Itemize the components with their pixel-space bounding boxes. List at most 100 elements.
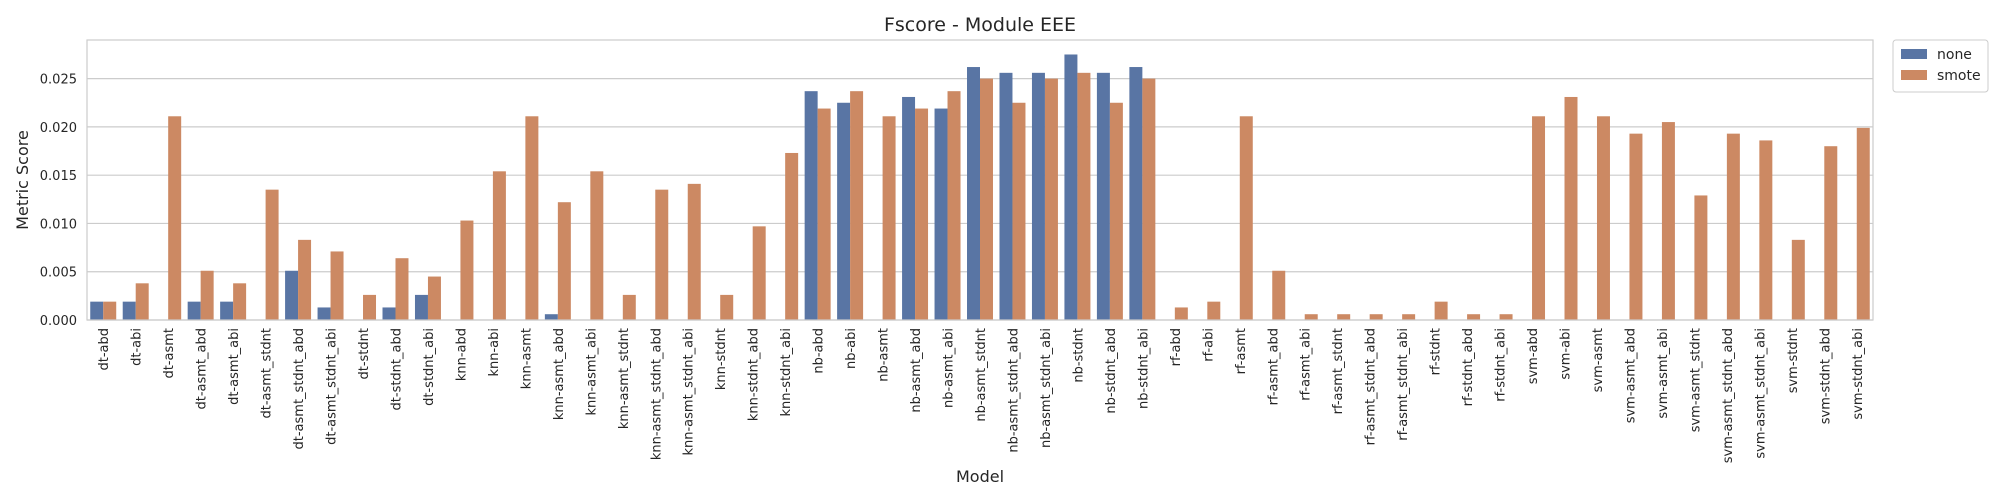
x-tick-label: svm-abi xyxy=(1559,328,1574,380)
bar-none xyxy=(999,72,1013,321)
bar-none xyxy=(804,91,818,320)
bar-none xyxy=(220,301,234,320)
y-tick-labels: 0.000 0.005 0.010 0.015 0.020 0.025 xyxy=(40,73,77,329)
x-tick-label: dt-abd xyxy=(97,328,112,371)
bar-smote xyxy=(752,226,766,320)
x-tick-label: knn-asmt_stdnt_abd xyxy=(649,328,664,460)
bar-smote xyxy=(363,294,377,320)
x-tick-label: svm-abd xyxy=(1526,328,1541,384)
bar-none xyxy=(902,96,916,320)
x-axis-label: Model xyxy=(956,467,1004,486)
x-tick-label: rf-asmt_abi xyxy=(1299,328,1314,401)
x-tick-label: rf-stdnt_abi xyxy=(1494,328,1509,402)
bar-none xyxy=(90,301,104,320)
bar-none xyxy=(285,270,299,320)
plot-frame xyxy=(86,39,1874,321)
x-tick-label: dt-abi xyxy=(130,328,145,366)
bar-smote xyxy=(785,152,799,320)
x-tick-label: nb-asmt_stdnt xyxy=(974,328,989,422)
x-tick-label: rf-asmt_stdnt_abi xyxy=(1396,328,1411,441)
bar-layer xyxy=(90,54,1870,321)
x-tick-label: nb-stdnt_abi xyxy=(1136,328,1151,409)
bar-none xyxy=(317,307,331,320)
x-tick-label: knn-asmt_stdnt_abi xyxy=(682,328,697,456)
bar-none xyxy=(1064,54,1078,320)
bar-smote xyxy=(817,108,831,320)
legend: none smote xyxy=(1892,39,1989,93)
x-tick-label: dt-stdnt_abd xyxy=(389,328,404,410)
legend-label-smote: smote xyxy=(1937,68,1981,84)
bar-smote xyxy=(427,276,441,320)
x-tick-label: dt-stdnt_abi xyxy=(422,328,437,406)
legend-label-none: none xyxy=(1937,47,1972,63)
x-tick-label: dt-asmt_stdnt_abd xyxy=(292,328,307,449)
bar-smote xyxy=(1402,314,1416,320)
bar-smote xyxy=(915,108,929,320)
bar-smote xyxy=(590,171,604,320)
bar-smote xyxy=(1759,140,1773,320)
bar-none xyxy=(544,314,558,320)
bar-smote xyxy=(1434,301,1448,320)
bar-smote xyxy=(1369,314,1383,320)
x-tick-label: nb-abi xyxy=(844,328,859,369)
x-tick-label: svm-asmt_stdnt xyxy=(1688,328,1703,432)
bar-smote xyxy=(298,239,312,320)
x-tick-label: rf-asmt_abd xyxy=(1266,328,1281,405)
bar-smote xyxy=(1791,239,1805,320)
bar-smote xyxy=(1304,314,1318,320)
x-tick-label: rf-abi xyxy=(1201,328,1216,362)
bar-smote xyxy=(265,189,279,320)
x-tick-label: knn-stdnt_abi xyxy=(779,328,794,417)
x-tick-label: rf-asmt_stdnt_abd xyxy=(1364,328,1379,445)
x-tick-labels: dt-abd dt-abi dt-asmt dt-asmt_abd dt-asmt_ab… xyxy=(97,328,1866,463)
bar-none xyxy=(122,301,136,320)
bar-smote xyxy=(1629,133,1643,320)
bar-smote xyxy=(655,189,669,320)
bar-smote xyxy=(720,294,734,320)
x-tick-label: knn-stdnt xyxy=(714,328,729,390)
x-tick-label: svm-stdnt_abi xyxy=(1851,328,1866,420)
bar-smote xyxy=(1044,78,1058,320)
bar-smote xyxy=(1856,127,1870,321)
x-tick-label: dt-asmt_stdnt xyxy=(260,328,275,419)
x-tick-label: knn-abi xyxy=(487,328,502,377)
bar-smote xyxy=(460,220,474,320)
bar-smote xyxy=(135,283,149,320)
x-tick-label: rf-stdnt xyxy=(1429,328,1444,375)
bar-smote xyxy=(1239,116,1253,320)
bar-none xyxy=(1129,67,1143,320)
bar-smote xyxy=(1499,314,1513,320)
y-tick-label: 0.020 xyxy=(40,121,77,136)
bar-smote xyxy=(1012,102,1026,320)
y-tick-label: 0.010 xyxy=(40,217,77,232)
bar-none xyxy=(837,102,851,320)
bar-smote xyxy=(1694,195,1708,320)
bar-smote xyxy=(103,301,117,320)
bar-smote xyxy=(1564,96,1578,320)
bar-smote xyxy=(1337,314,1351,320)
bar-none xyxy=(1031,72,1045,321)
x-tick-label: svm-stdnt xyxy=(1786,328,1801,393)
bar-smote xyxy=(1596,116,1610,320)
x-tick-label: rf-stdnt_abd xyxy=(1461,328,1476,406)
bar-smote xyxy=(492,171,506,320)
bar-none xyxy=(382,307,396,320)
legend-swatch-smote xyxy=(1901,70,1927,80)
bar-smote xyxy=(1142,78,1156,320)
y-tick-label: 0.005 xyxy=(40,266,77,281)
x-tick-label: nb-asmt_stdnt_abd xyxy=(1006,328,1021,453)
x-tick-label: knn-asmt_stdnt xyxy=(617,328,632,429)
x-tick-label: nb-asmt xyxy=(877,328,892,382)
x-tick-label: knn-stdnt_abd xyxy=(747,328,762,421)
x-tick-label: knn-abd xyxy=(454,328,469,381)
bar-smote xyxy=(1661,122,1675,320)
x-tick-label: svm-asmt_abi xyxy=(1656,328,1671,419)
bar-smote xyxy=(200,270,214,320)
x-tick-label: dt-asmt xyxy=(162,328,177,379)
y-tick-label: 0.015 xyxy=(40,169,77,184)
x-tick-label: svm-asmt xyxy=(1591,328,1606,392)
legend-swatch-none xyxy=(1901,49,1927,59)
x-tick-label: dt-asmt_abi xyxy=(227,328,242,405)
bar-smote xyxy=(395,258,409,320)
